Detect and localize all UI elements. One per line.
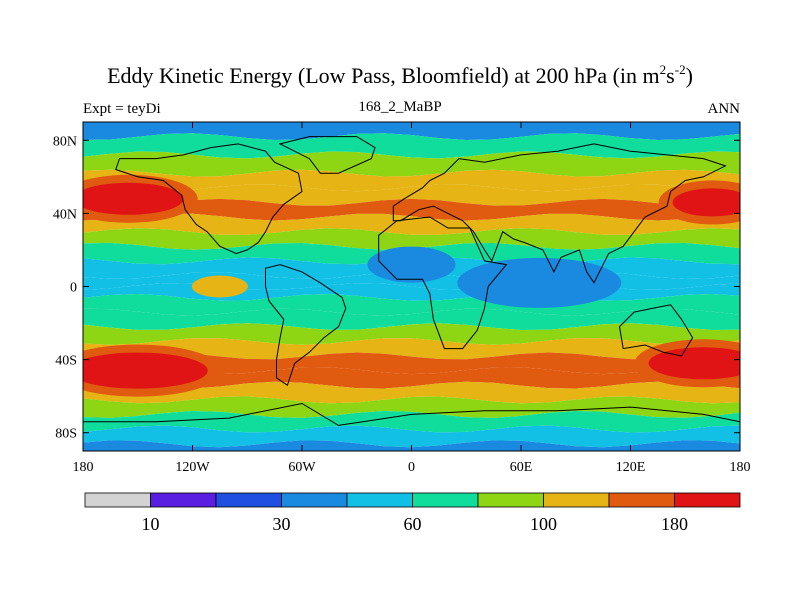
indian-ocean-min xyxy=(479,266,600,299)
title-s-unit: s xyxy=(666,63,675,88)
colorbar-swatch xyxy=(215,492,282,508)
x-axis: 180 120W 60W 0 60E 120E 180 xyxy=(73,122,751,475)
coastline-australia xyxy=(618,304,694,357)
contour-fill xyxy=(83,122,740,451)
pacific-local-max xyxy=(191,275,248,298)
contour-band xyxy=(83,411,740,433)
colorbar-swatch xyxy=(543,492,610,508)
colorbar-label: 30 xyxy=(273,514,291,534)
contour-band xyxy=(83,184,740,206)
south-jet-west xyxy=(83,352,208,389)
contour-band xyxy=(83,122,740,140)
y-tick-label: 40S xyxy=(55,354,77,369)
contour-band xyxy=(83,308,740,330)
coastlines xyxy=(83,136,740,426)
y-axis: 80N 40N 0 40S 80S xyxy=(53,134,740,442)
contour-band xyxy=(83,213,740,235)
contour-band xyxy=(83,338,740,360)
colorbar-label: 10 xyxy=(142,514,160,534)
x-tick-label: 60W xyxy=(288,460,316,475)
contour-band xyxy=(83,396,740,418)
coastline-north-america xyxy=(115,143,303,255)
contour-band xyxy=(83,133,740,159)
colorbar-swatch xyxy=(150,492,217,508)
title-s-exponent: -2 xyxy=(674,62,686,77)
contour-band xyxy=(83,352,740,375)
colorbar-swatch xyxy=(84,492,151,508)
colorbar: 10 30 60 100 180 xyxy=(84,492,741,534)
contour-features xyxy=(83,174,740,397)
title-text: Eddy Kinetic Energy (Low Pass, Bloomfiel… xyxy=(107,63,660,88)
title-m-exponent: 2 xyxy=(659,62,667,77)
contour-band xyxy=(83,169,740,192)
x-tick-label: 0 xyxy=(408,460,415,475)
colorbar-swatch xyxy=(674,492,741,508)
colorbar-swatch xyxy=(281,492,348,508)
colorbar-swatch xyxy=(412,492,479,508)
experiment-label: Expt = teyDi xyxy=(83,101,161,117)
x-tick-label: 60E xyxy=(510,460,533,475)
contour-band xyxy=(83,198,740,221)
y-tick-label: 0 xyxy=(70,281,77,296)
y-tick-label: 80S xyxy=(55,427,77,442)
coastline-greenland xyxy=(278,136,376,174)
y-tick-label: 40N xyxy=(53,207,77,222)
colorbar-swatch xyxy=(346,492,413,508)
colorbar-label: 180 xyxy=(661,514,688,534)
x-tick-label: 120E xyxy=(616,460,646,475)
chart-title: Eddy Kinetic Energy (Low Pass, Bloomfiel… xyxy=(0,62,800,89)
colorbar-swatch xyxy=(477,492,544,508)
season-label: ANN xyxy=(707,101,741,117)
colorbar-swatch xyxy=(608,492,675,508)
north-pacific-jet xyxy=(83,182,184,215)
contour-band xyxy=(83,425,740,448)
x-tick-label: 120W xyxy=(175,460,210,475)
atlantic-min xyxy=(389,255,434,274)
coastline-eurasia xyxy=(392,143,727,284)
north-atlantic-jet xyxy=(672,188,740,217)
coastline-south-america xyxy=(265,264,347,386)
south-jet-east xyxy=(648,347,740,380)
x-tick-label: 180 xyxy=(73,460,94,475)
y-tick-label: 80N xyxy=(53,134,77,149)
contour-band xyxy=(83,323,740,345)
colorbar-label: 60 xyxy=(404,514,422,534)
x-tick-label: 180 xyxy=(730,460,751,475)
colorbar-label: 100 xyxy=(530,514,557,534)
contour-band xyxy=(83,151,740,177)
case-label: 168_2_MaBP xyxy=(358,99,442,115)
title-close: ) xyxy=(685,63,693,88)
contour-band xyxy=(83,228,740,250)
contour-band xyxy=(83,440,740,451)
coastline-africa xyxy=(378,216,508,350)
contour-band xyxy=(83,367,740,389)
coastline-antarctica xyxy=(83,402,740,426)
contour-band xyxy=(83,381,740,404)
